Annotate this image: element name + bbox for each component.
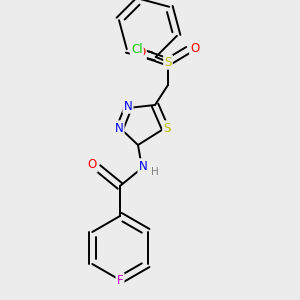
Text: Cl: Cl (131, 43, 142, 56)
Text: N: N (124, 100, 132, 112)
Text: O: O (87, 158, 97, 172)
Text: H: H (151, 167, 159, 177)
Text: N: N (115, 122, 123, 134)
Text: O: O (136, 46, 146, 59)
Text: S: S (163, 122, 171, 134)
Text: S: S (164, 56, 172, 68)
Text: F: F (117, 274, 123, 286)
Text: O: O (190, 41, 200, 55)
Text: N: N (139, 160, 147, 172)
